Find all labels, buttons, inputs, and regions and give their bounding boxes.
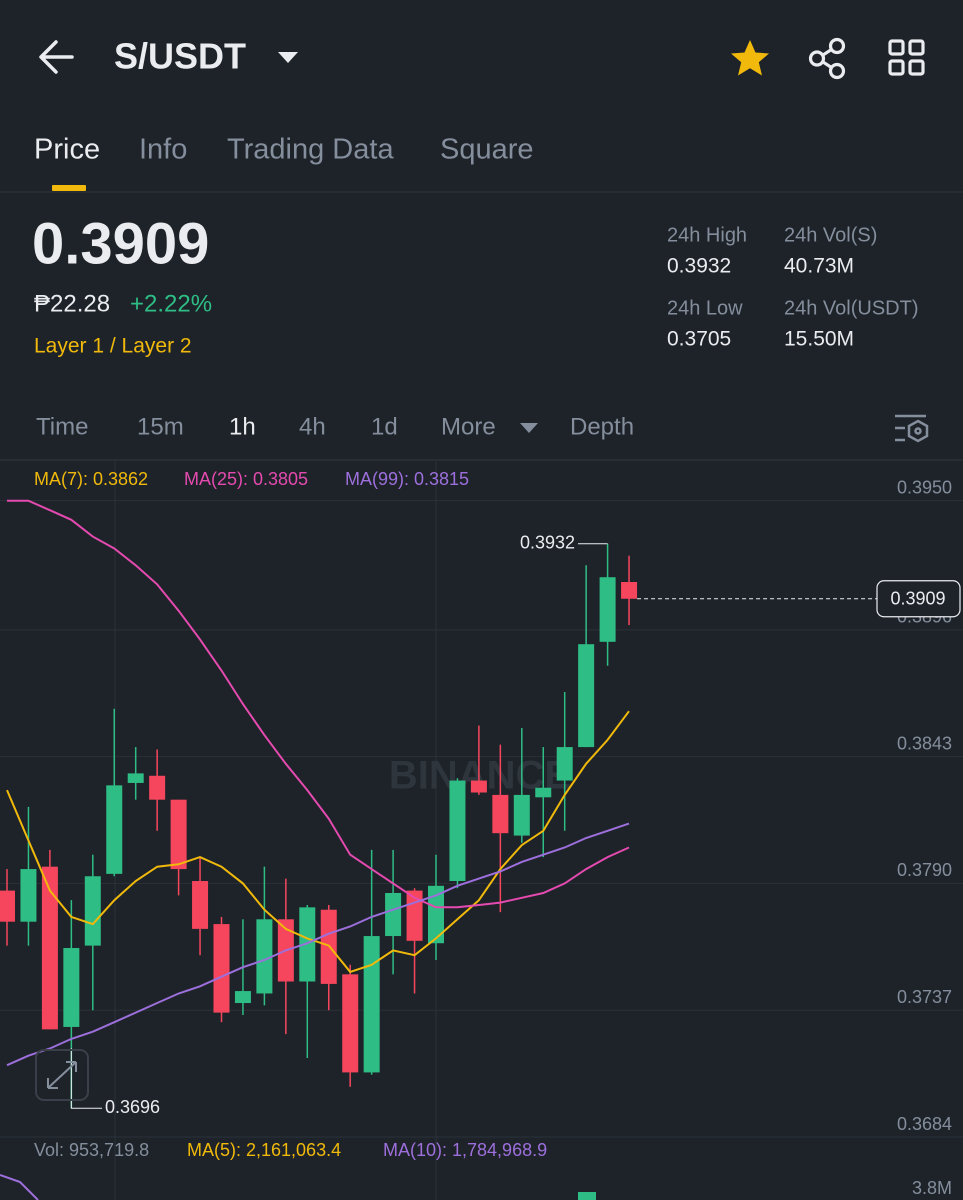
- candle-body: [63, 948, 80, 1027]
- stat-value: 40.73M: [784, 255, 854, 278]
- tags[interactable]: Layer 1 / Layer 2: [34, 335, 192, 358]
- stat-value: 0.3932: [667, 255, 731, 278]
- candle-body: [213, 924, 230, 1013]
- interval[interactable]: Time: [36, 413, 88, 440]
- interval[interactable]: 15m: [137, 413, 184, 440]
- candle-body: [342, 974, 359, 1073]
- candle-body: [149, 775, 166, 800]
- interval[interactable]: 1d: [371, 413, 398, 440]
- last-price-box: [876, 580, 961, 618]
- candle-body: [170, 799, 187, 870]
- y-tick-label: 0.3684: [897, 1114, 952, 1134]
- stat-label: 24h Low: [667, 297, 743, 319]
- tab[interactable]: Trading Data: [227, 134, 394, 166]
- low-label: 0.3696: [105, 1097, 160, 1117]
- candle-body: [513, 794, 530, 836]
- pair-title[interactable]: S/USDT: [114, 36, 246, 77]
- last-price: 0.3909: [32, 211, 209, 276]
- low-marker: [70, 1048, 102, 1109]
- legend-entry: MA(99): 0.3815: [345, 469, 469, 489]
- tab[interactable]: Square: [440, 134, 534, 166]
- fiat-price: ₱22.28: [34, 290, 110, 317]
- candle-body: [192, 881, 209, 929]
- volume-bar: [578, 1192, 596, 1200]
- candle-body: [470, 780, 487, 793]
- candle-body: [0, 890, 15, 922]
- candle-body: [299, 907, 316, 982]
- pair-dropdown[interactable]: [278, 52, 298, 63]
- ma-line: [6, 710, 630, 974]
- volume-legend: Vol: 953,719.8: [34, 1140, 149, 1160]
- interval[interactable]: 4h: [299, 413, 326, 440]
- expand-icon: [47, 1061, 77, 1089]
- share-button[interactable]: [808, 37, 846, 80]
- candle-body: [256, 919, 273, 994]
- more-dropdown[interactable]: [520, 423, 538, 433]
- volume-tick-label: 3.8M: [912, 1178, 952, 1198]
- volume-legend: MA(5): 2,161,063.4: [187, 1140, 341, 1160]
- candle-body: [84, 876, 101, 946]
- candle-body: [599, 577, 616, 642]
- volume-legend: MA(10): 1,784,968.9: [383, 1140, 547, 1160]
- indicator-settings[interactable]: [895, 414, 929, 443]
- favorite-star[interactable]: [731, 40, 769, 76]
- stat-label: 24h Vol(S): [784, 224, 877, 246]
- candle-body: [492, 794, 509, 834]
- stat-value: 15.50M: [784, 328, 854, 351]
- menu-grid[interactable]: [888, 39, 925, 76]
- legend-entry: MA(25): 0.3805: [184, 469, 308, 489]
- stat-value: 0.3705: [667, 328, 731, 351]
- candle-body: [449, 780, 466, 882]
- y-tick-label: 0.3737: [897, 987, 952, 1007]
- legend-entry: MA(7): 0.3862: [34, 469, 148, 489]
- y-tick-label: 0.3843: [897, 733, 952, 753]
- interval[interactable]: 1h: [229, 413, 256, 440]
- candle-body: [578, 644, 595, 748]
- stat-label: 24h High: [667, 224, 747, 246]
- candle-body: [428, 885, 444, 944]
- candle-body: [41, 866, 58, 1030]
- interval[interactable]: Depth: [570, 413, 634, 440]
- high-label: 0.3932: [520, 532, 575, 552]
- stat-label: 24h Vol(USDT): [784, 297, 919, 319]
- candle-body: [385, 892, 402, 937]
- tab[interactable]: Info: [139, 134, 187, 166]
- back-button[interactable]: [39, 40, 74, 74]
- ma-line: [7, 499, 630, 909]
- price-change: +2.22%: [130, 290, 212, 317]
- ma-line: [6, 822, 630, 1067]
- candle-body: [621, 582, 638, 599]
- candle-body: [20, 869, 37, 922]
- candle-body: [106, 785, 123, 874]
- expand-button[interactable]: [35, 1049, 89, 1101]
- candle-body: [234, 991, 251, 1004]
- candle-body: [127, 773, 144, 783]
- candle-body: [363, 936, 380, 1073]
- candle-body: [556, 747, 573, 781]
- tab-indicator: [52, 185, 86, 191]
- last-price-label: 0.3909: [890, 588, 945, 608]
- tab[interactable]: Price: [34, 134, 100, 166]
- y-tick-label: 0.3790: [897, 860, 952, 880]
- y-tick-label: 0.3950: [897, 477, 952, 497]
- interval[interactable]: More: [441, 413, 496, 440]
- candle-body: [535, 787, 552, 798]
- volume-ma-line: [0, 1174, 39, 1200]
